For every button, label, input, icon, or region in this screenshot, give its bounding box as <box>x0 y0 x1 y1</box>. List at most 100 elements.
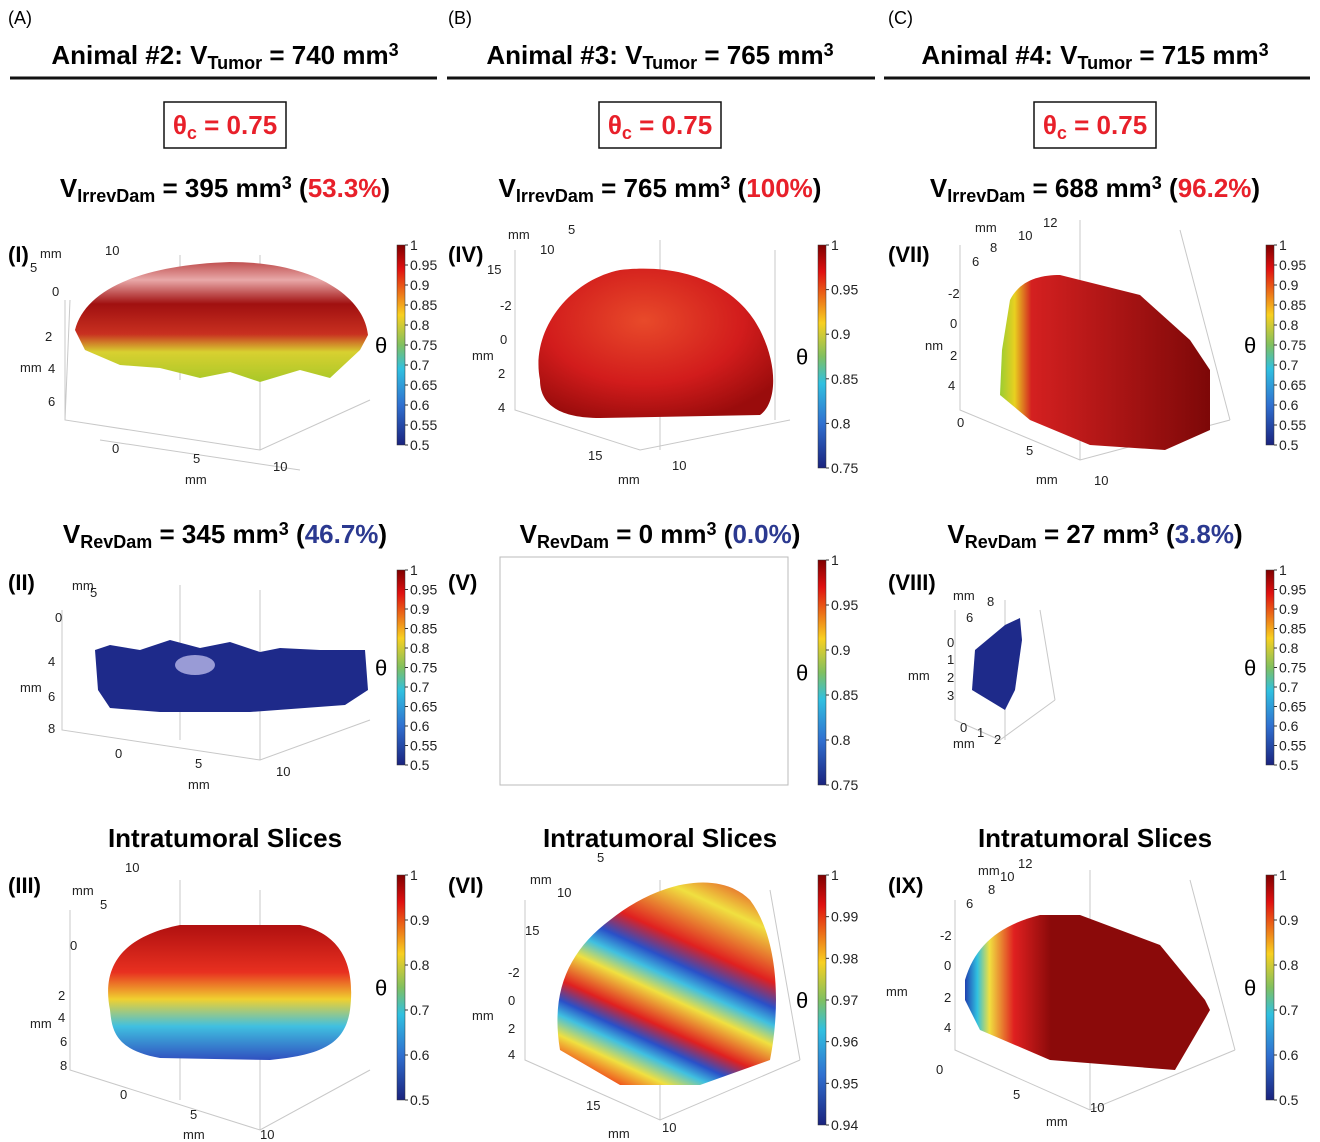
colorbar-label: θ <box>1244 333 1256 358</box>
colorbar-tick-label: 0.85 <box>831 371 858 387</box>
heading: θc = 0.75 <box>173 110 277 143</box>
colorbar-tick-label: 0.85 <box>410 297 437 313</box>
colorbar-tick-label: 0.8 <box>410 957 430 973</box>
text-sup: 3 <box>279 519 289 539</box>
panel-label: (IX) <box>888 873 923 898</box>
colorbar-tick-label: 0.6 <box>1279 397 1299 413</box>
axis-tick-label: 2 <box>994 732 1001 747</box>
text-sub: IrrevDam <box>947 186 1025 206</box>
text-pct: 0.0% <box>732 519 791 549</box>
colorbar-tick-label: 0.7 <box>1279 1002 1299 1018</box>
text-pre: V <box>63 519 81 549</box>
axis-tick-label: 10 <box>540 242 554 257</box>
figure: (A)Animal #2: VTumor = 740 mm3θc = 0.75V… <box>0 0 1320 1142</box>
heading: Animal #2: VTumor = 740 mm3 <box>51 40 398 73</box>
axis-tick-label: mm <box>953 736 975 751</box>
text-pre: θ <box>608 110 622 140</box>
text-post: = 765 mm <box>594 173 720 203</box>
axis-tick-label: 10 <box>672 458 686 473</box>
colorbar-tick-label: 1 <box>410 237 418 253</box>
empty-panel <box>500 557 788 785</box>
colorbar-tick-label: 0.8 <box>831 732 851 748</box>
axis-tick-label: mm <box>40 246 62 261</box>
text-close: ) <box>378 519 387 549</box>
section-title: Intratumoral Slices <box>108 823 342 853</box>
text-sup: 3 <box>389 40 399 60</box>
colorbar <box>1266 570 1274 765</box>
axis-tick-label: 5 <box>90 585 97 600</box>
text-close: ) <box>1234 519 1243 549</box>
axis-tick-label: mm <box>1036 472 1058 487</box>
colorbar-tick-label: 0.6 <box>410 1047 430 1063</box>
colorbar-tick-label: 0.95 <box>410 257 437 273</box>
axis-tick-label: 4 <box>48 361 55 376</box>
text-sup: 3 <box>707 519 717 539</box>
axis-tick-label: -2 <box>508 965 520 980</box>
colorbar-tick-label: 0.97 <box>831 992 858 1008</box>
axis-tick-label: 4 <box>508 1047 515 1062</box>
text-pct: 46.7% <box>305 519 379 549</box>
axis-tick-label: -2 <box>940 928 952 943</box>
panel-label: (II) <box>8 570 35 595</box>
axis-tick-label: mm <box>978 863 1000 878</box>
text-post: = 395 mm <box>155 173 281 203</box>
colorbar-tick-label: 0.75 <box>831 777 858 793</box>
axis-tick-label: 0 <box>52 284 59 299</box>
heading: VRevDam = 27 mm3 (3.8%) <box>947 519 1242 552</box>
colorbar-tick-label: 0.55 <box>410 738 437 754</box>
colorbar-label: θ <box>796 661 808 686</box>
axis-tick-label: 2 <box>944 990 951 1005</box>
axis-tick-label: 15 <box>586 1098 600 1113</box>
axis-tick-label: 0 <box>944 958 951 973</box>
text-pre: θ <box>173 110 187 140</box>
text-pct: 100% <box>746 173 813 203</box>
axis-tick-label: 12 <box>1043 215 1057 230</box>
axis-tick-label: mm <box>30 1016 52 1031</box>
text-pre: V <box>60 173 78 203</box>
text-sup: 3 <box>1259 40 1269 60</box>
colorbar <box>397 875 405 1100</box>
axis-tick-label: 8 <box>990 240 997 255</box>
axis-tick-label: 5 <box>190 1107 197 1122</box>
text-pct: 3.8% <box>1175 519 1234 549</box>
colorbar-tick-label: 0.9 <box>410 912 430 928</box>
text-post: = 0 mm <box>609 519 707 549</box>
text-sub: Tumor <box>642 53 697 73</box>
text-sup: 3 <box>824 40 834 60</box>
colorbar-tick-label: 0.8 <box>410 640 430 656</box>
axis-tick-label: 0 <box>70 938 77 953</box>
text-sub: RevDam <box>965 532 1037 552</box>
colorbar-tick-label: 0.75 <box>1279 337 1306 353</box>
colorbar-tick-label: 0.95 <box>831 1075 858 1091</box>
text-open: ( <box>730 173 746 203</box>
colorbar-tick-label: 0.75 <box>410 660 437 676</box>
heading: VIrrevDam = 765 mm3 (100%) <box>499 173 822 206</box>
axis-tick-label: mm <box>908 668 930 683</box>
colorbar-tick-label: 0.9 <box>1279 601 1299 617</box>
panel-label: (I) <box>8 242 29 267</box>
axis-tick-label: 0 <box>112 441 119 456</box>
text-open: ( <box>1159 519 1175 549</box>
text-sup: 3 <box>282 173 292 193</box>
axis-tick-label: mm <box>72 883 94 898</box>
axis-tick-label: 5 <box>195 756 202 771</box>
axis-tick-label: 10 <box>1090 1100 1104 1115</box>
axis-tick-label: 0 <box>508 993 515 1008</box>
text-post: = 688 mm <box>1025 173 1151 203</box>
axis-tick-label: 8 <box>988 882 995 897</box>
colorbar-tick-label: 0.65 <box>410 377 437 393</box>
axis-tick-label: mm <box>608 1126 630 1141</box>
text-sub: RevDam <box>80 532 152 552</box>
colorbar-tick-label: 0.8 <box>410 317 430 333</box>
colorbar-tick-label: 0.5 <box>1279 757 1299 773</box>
text-open: ( <box>292 173 308 203</box>
axis-tick-label: 0 <box>960 720 967 735</box>
colorbar-tick-label: 1 <box>1279 867 1287 883</box>
axis-tick-label: 5 <box>30 260 37 275</box>
axis-tick-label: 2 <box>508 1021 515 1036</box>
axis-tick-label: 0 <box>120 1087 127 1102</box>
colorbar-tick-label: 1 <box>831 237 839 253</box>
colorbar-label: θ <box>1244 976 1256 1001</box>
axis-tick-label: mm <box>20 360 42 375</box>
panel-label: (VI) <box>448 873 483 898</box>
